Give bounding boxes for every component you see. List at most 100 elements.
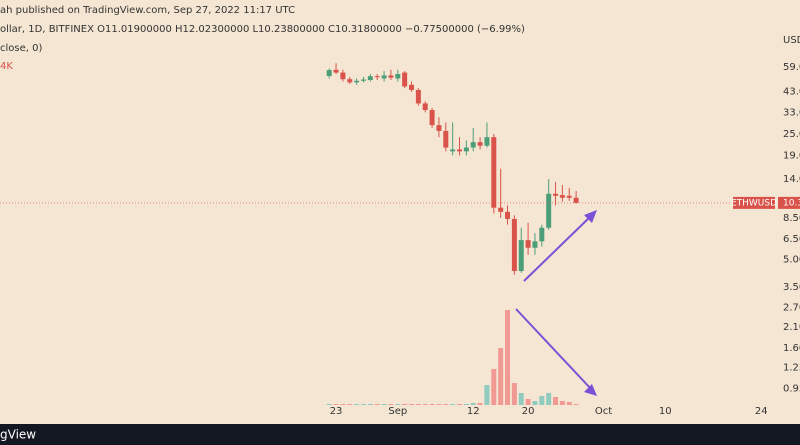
candle-body [450,149,456,152]
annotation-arrow [515,308,593,391]
x-tick-label: 20 [522,406,535,417]
volume-bar [491,369,497,405]
volume-bar [532,401,538,405]
candle-body [511,218,517,272]
candle-body [395,73,401,79]
indicator-line: close, 0) [0,43,42,54]
candle-body [539,227,545,242]
candle-body [374,76,380,78]
y-tick-label: 33.00 [783,107,800,118]
candle-body [436,125,442,131]
candle-body [422,103,428,111]
price-box [778,196,800,209]
candle-body [532,241,538,248]
y-tick-label: 6.50 [783,234,800,245]
candle-body [559,195,565,198]
annotation-arrow [523,214,593,282]
volume-bar [381,404,387,405]
volume-bar [422,404,428,405]
y-tick-label: 5.00 [783,254,800,265]
x-tick-label: Sep [388,406,407,417]
candle-body [360,79,366,81]
candle-body [415,89,421,104]
volume-bar [498,348,504,405]
candle-body [566,195,572,198]
volume-bar [573,404,579,405]
candle-body [505,211,511,219]
symbol-label: ETHWUSD [731,198,777,208]
candle-body [518,240,524,272]
volume-bar [333,404,339,405]
volume-bar [395,404,401,405]
candle-body [409,84,415,90]
candle-body [381,75,387,79]
candle-body [491,137,497,208]
volume-bar [539,396,545,405]
candle-body [477,142,483,146]
volume-bar [518,393,524,405]
volume-bar [525,399,531,405]
published-note: ah published on TradingView.com, Sep 27,… [0,5,295,16]
volume-bar [402,404,408,405]
candle-body [402,72,408,87]
volume-bar [450,404,456,405]
candle-body [340,72,346,80]
volume-bar [477,403,483,405]
volume-bar [484,385,490,405]
volume-bar [388,404,394,405]
candle-body [484,137,490,146]
candle-body [388,75,394,78]
y-tick-label: 3.50 [783,282,800,293]
volume-bar [354,404,360,405]
candle-body [498,207,504,212]
volume-label: 4K [0,61,13,72]
volume-bar [505,310,511,405]
volume-bar [429,404,435,405]
candle-body [429,110,435,126]
y-tick-label: 19.00 [783,150,800,161]
y-tick-label: 2.70 [783,302,800,313]
x-tick-label: 10 [659,406,672,417]
y-tick-label: 14.00 [783,174,800,185]
y-tick-label: 2.10 [783,322,800,333]
volume-bar [559,401,565,405]
candle-body [546,193,552,228]
volume-bar [409,404,415,405]
symbol-box [733,196,775,209]
footer-brand: gView [0,428,36,442]
x-tick-label: Oct [595,406,612,417]
volume-bar [340,404,346,405]
candle-body [525,240,531,248]
volume-bar [463,404,469,405]
y-tick-label: 59.00 [783,62,800,73]
volume-bar [374,404,380,405]
y-tick-label: 43.00 [783,87,800,98]
x-tick-label: 24 [755,406,768,417]
volume-bar [457,404,463,405]
candle-body [443,130,449,148]
candle-body [553,193,559,196]
arrow-head [584,210,597,223]
volume-bar [347,404,353,405]
volume-bar [367,404,373,405]
candle-body [470,142,476,148]
arrow-head [584,384,597,396]
volume-bar [360,404,366,405]
y-tick-label: 1.25 [783,362,800,373]
last-price-label: 10.3 [783,198,800,208]
y-tick-label: 1.60 [783,343,800,354]
volume-bar [511,383,517,405]
y-tick-label: 0.95 [783,384,800,395]
candle-body [457,149,463,152]
candle-body [354,80,360,83]
legend-line: ollar, 1D, BITFINEX O11.01900000 H12.023… [0,24,525,35]
x-tick-label: 12 [467,406,480,417]
candle-body [463,147,469,152]
y-tick-label: 25.00 [783,129,800,140]
volume-bar [443,404,449,405]
candle-body [333,69,339,73]
currency-label: USD [783,35,800,46]
volume-bar [415,404,421,405]
